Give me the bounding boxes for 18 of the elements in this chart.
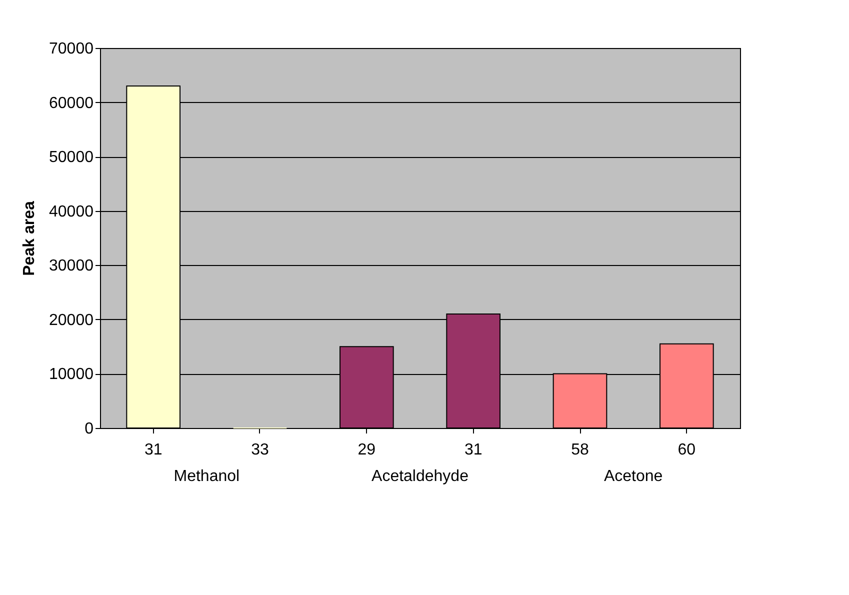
text: Acetone: [604, 468, 663, 485]
x-tick-label: 29: [358, 442, 376, 458]
y-tick-label: 60000: [49, 94, 94, 112]
text: Methanol: [174, 468, 240, 485]
y-tick-label: 20000: [49, 312, 94, 329]
x-tick-label: 60: [678, 442, 696, 458]
y-axis-title: Peak area: [21, 201, 38, 276]
y-tick-label: 30000: [49, 258, 94, 275]
y-tick-label: 0: [84, 420, 94, 438]
x-tick-label: 31: [144, 442, 162, 458]
x-tick-label: 58: [571, 442, 589, 458]
y-tick-label: 70000: [49, 40, 94, 58]
y-tick-label: 50000: [49, 149, 94, 166]
x-tick-label: 31: [464, 442, 482, 458]
text: Acetaldehyde: [372, 468, 469, 485]
x-tick-label: 33: [251, 442, 269, 458]
y-tick-label: 10000: [49, 366, 94, 384]
y-tick-label: 40000: [49, 203, 94, 220]
